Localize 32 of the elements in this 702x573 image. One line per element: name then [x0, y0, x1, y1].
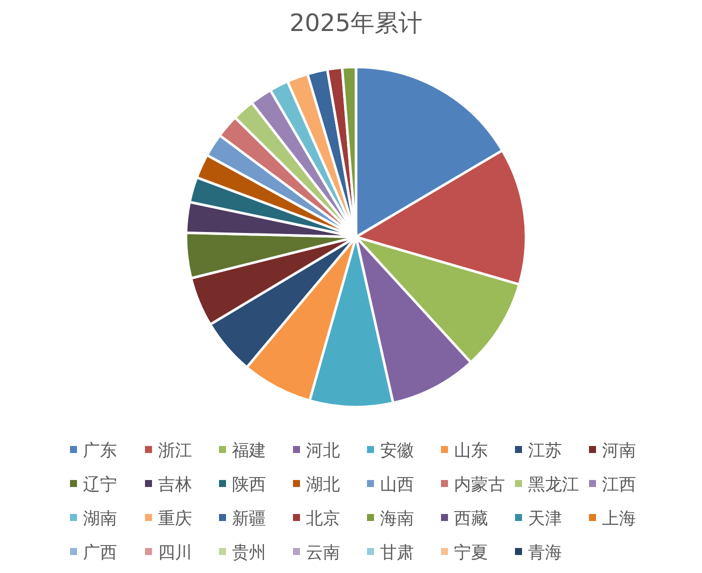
legend-label: 福建	[232, 441, 266, 461]
legend-label: 宁夏	[454, 543, 488, 563]
legend-label: 浙江	[158, 441, 192, 461]
legend-label: 湖南	[83, 509, 117, 529]
legend-label: 重庆	[158, 509, 192, 529]
legend-label: 四川	[158, 543, 192, 563]
legend-label: 辽宁	[83, 475, 117, 495]
legend-label: 山东	[454, 441, 488, 461]
legend-label: 西藏	[454, 509, 488, 529]
legend-label: 河南	[602, 441, 636, 461]
legend-label: 黑龙江	[528, 475, 579, 495]
legend-label: 江西	[602, 475, 636, 495]
legend-label: 新疆	[232, 509, 266, 529]
legend-label: 江苏	[528, 441, 562, 461]
legend-label: 吉林	[158, 475, 192, 495]
legend-label: 安徽	[380, 441, 414, 461]
legend-label: 天津	[528, 509, 562, 529]
legend-label: 广东	[83, 441, 117, 461]
legend-label: 广西	[83, 543, 117, 563]
chart-title: 2025年累计	[289, 9, 423, 37]
legend-label: 贵州	[232, 543, 266, 563]
legend-label: 山西	[380, 475, 414, 495]
legend-label: 云南	[306, 543, 340, 563]
legend-label: 上海	[602, 509, 636, 529]
legend-label: 陕西	[232, 475, 266, 495]
legend-label: 河北	[306, 441, 340, 461]
legend-label: 海南	[380, 509, 414, 529]
legend-label: 青海	[528, 543, 562, 563]
legend-label: 内蒙古	[454, 475, 505, 495]
legend-label: 甘肃	[380, 543, 414, 563]
legend-label: 湖北	[306, 475, 340, 495]
legend-label: 北京	[306, 509, 340, 529]
